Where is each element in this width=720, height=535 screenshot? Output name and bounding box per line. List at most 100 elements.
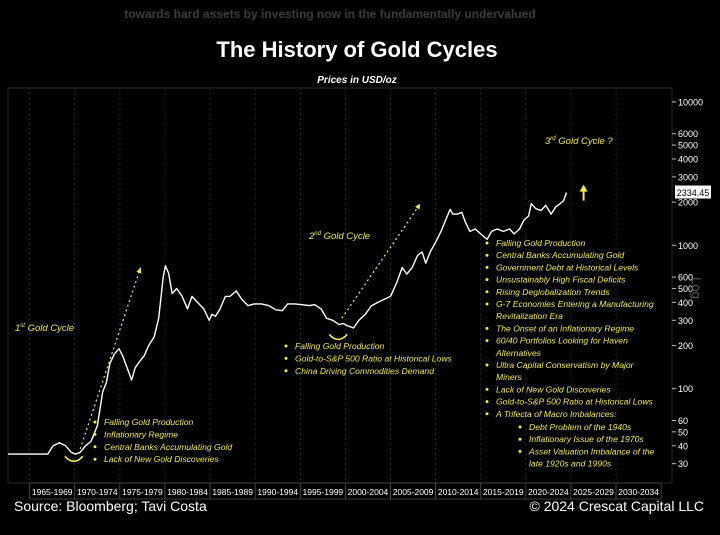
- bullet-dot: [485, 278, 489, 282]
- bullet-dot: [485, 387, 489, 391]
- cycle-1-bullet: Central Banks Accumulating Gold: [104, 442, 232, 452]
- cycle-bottom-marker: [328, 333, 348, 341]
- gold-price-line: [8, 192, 568, 455]
- x-tick-label: 2015-2019: [483, 487, 524, 497]
- cycle-3-sub-bullet: late 1920s and 1990s: [529, 459, 612, 469]
- cycle-3-bullet: Central Banks Accumulating Gold: [496, 250, 624, 260]
- x-tick-label: 1970-1974: [77, 487, 118, 497]
- bullet-dot: [485, 400, 489, 404]
- x-tick-label: 1975-1979: [122, 487, 163, 497]
- x-category-cell: [615, 482, 662, 500]
- chart-subtitle: Prices in USD/oz: [317, 75, 396, 86]
- x-tick-label: 1990-1994: [257, 487, 298, 497]
- cycle-bottom-marker: [64, 455, 84, 463]
- y-tick-label: 300: [678, 316, 693, 326]
- cycle-3-label: 3rd Gold Cycle ?: [545, 136, 613, 147]
- y-tick-label: 60: [678, 416, 688, 426]
- cycle-arrowhead: [136, 267, 142, 274]
- bullet-dot: [485, 412, 489, 416]
- x-tick-label: 1965-1969: [32, 487, 73, 497]
- bullet-dot: [485, 290, 489, 294]
- cycle-3-bullet: Unsustainably High Fiscal Deficits: [496, 275, 626, 285]
- bullet-dot: [518, 425, 522, 429]
- cycle-trend-arrow: [79, 267, 142, 450]
- bullet-dot: [485, 326, 489, 330]
- cycle-3-sub-bullet: Inflationary Issue of the 1970s: [529, 434, 644, 444]
- cycle-1-label: 1st Gold Cycle: [15, 323, 74, 334]
- cycle-3-bullet: The Onset of an Inflationary Regime: [496, 323, 634, 333]
- y-tick-label: 2000: [678, 198, 698, 208]
- bullet-dot: [485, 363, 489, 367]
- cycle-3-bullet: Falling Gold Production: [496, 238, 586, 248]
- source-caption: Source: Bloomberg; Tavi Costa: [14, 498, 207, 514]
- y-axis-label: Log: [689, 277, 704, 299]
- x-tick-label: 2000-2004: [348, 487, 389, 497]
- y-tick-label: 30: [678, 459, 688, 469]
- copyright-caption: © 2024 Crescat Capital LLC: [529, 498, 704, 514]
- y-tick-label: 3000: [678, 172, 698, 182]
- cycle-2-bullet: Gold-to-S&P 500 Ratio at Historical Lows: [295, 353, 453, 363]
- cycle-1-bullet: Inflationary Regime: [104, 429, 178, 439]
- bullet-dot: [93, 432, 97, 436]
- cycle-3-bullet: G-7 Economies Entering a Manufacturing: [496, 299, 654, 309]
- bullet-dot: [93, 457, 97, 461]
- cycle-2-label: 2nd Gold Cycle: [308, 231, 370, 242]
- bullet-dot: [485, 265, 489, 269]
- y-tick-label: 50: [678, 427, 688, 437]
- y-tick-label: 10000: [678, 97, 703, 107]
- cycle-3-bullet: Ultra Capital Conservatism by Major: [496, 360, 635, 370]
- last-value-label: 2334.45: [677, 188, 710, 198]
- cycle-3-bullet: Rising Deglobalization Trends: [496, 287, 610, 297]
- bullet-dot: [485, 339, 489, 343]
- x-tick-label: 1980-1984: [167, 487, 208, 497]
- x-tick-label: 2030-2034: [618, 487, 659, 497]
- cycle-3-bullet: Gold-to-S&P 500 Ratio at Historical Lows: [496, 397, 654, 407]
- cycle-3-bullet: 60/40 Portfolios Looking for Haven: [496, 336, 628, 346]
- x-tick-label: 2010-2014: [438, 487, 479, 497]
- y-tick-label: 1000: [678, 241, 698, 251]
- cycle-2-bullet: Falling Gold Production: [295, 341, 385, 351]
- x-tick-label: 1995-1999: [303, 487, 344, 497]
- bullet-dot: [93, 420, 97, 424]
- bullet-dot: [485, 302, 489, 306]
- bullet-dot: [284, 356, 288, 360]
- cycle-3-bullet: Alternatives: [495, 348, 542, 358]
- cycle-1-bullet: Lack of New Gold Discoveries: [104, 454, 219, 464]
- last-value-box: [675, 185, 711, 199]
- bullet-dot: [284, 344, 288, 348]
- bullet-dot: [518, 449, 522, 453]
- bullet-dot: [485, 241, 489, 245]
- y-tick-label: 40: [678, 441, 688, 451]
- x-tick-label: 2025-2029: [573, 487, 614, 497]
- y-tick-label: 100: [678, 384, 693, 394]
- cycle-3-bullet: Lack of New Gold Discoveries: [496, 384, 611, 394]
- chart-title: The History of Gold Cycles: [216, 37, 497, 62]
- y-tick-label: 6000: [678, 129, 698, 139]
- bullet-dot: [485, 253, 489, 257]
- x-tick-label: 2020-2024: [528, 487, 569, 497]
- cycle-3-bullet: Miners: [496, 372, 522, 382]
- bullet-dot: [518, 437, 522, 441]
- y-tick-label: 4000: [678, 154, 698, 164]
- cycle-3-arrowhead: [579, 184, 588, 192]
- cycle-3-bullet: A Trifecta of Macro Imbalances:: [495, 409, 617, 419]
- cycle-2-bullet: China Driving Commodities Demand: [295, 366, 434, 376]
- x-tick-label: 1985-1989: [212, 487, 253, 497]
- cycle-3-bullet: Government Debt at Historical Levels: [496, 262, 639, 272]
- cycle-1-bullet: Falling Gold Production: [104, 417, 194, 427]
- cycle-arrowhead: [415, 203, 421, 210]
- faded-header-caption: towards hard assets by investing now in …: [124, 7, 536, 21]
- y-tick-label: 200: [678, 341, 693, 351]
- cycle-3-sub-bullet: Debt Problem of the 1940s: [529, 422, 632, 432]
- cycle-trend-arrow: [341, 203, 421, 319]
- cycle-3-bullet: Revitalization Era: [496, 311, 563, 321]
- bullet-dot: [284, 369, 288, 373]
- bullet-dot: [93, 445, 97, 449]
- x-tick-label: 2005-2009: [393, 487, 434, 497]
- y-tick-label: 400: [678, 298, 693, 308]
- y-tick-label: 500: [678, 284, 693, 294]
- y-tick-label: 5000: [678, 141, 698, 151]
- y-tick-label: 600: [678, 273, 693, 283]
- cycle-3-sub-bullet: Asset Valuation Imbalance of the: [528, 446, 655, 456]
